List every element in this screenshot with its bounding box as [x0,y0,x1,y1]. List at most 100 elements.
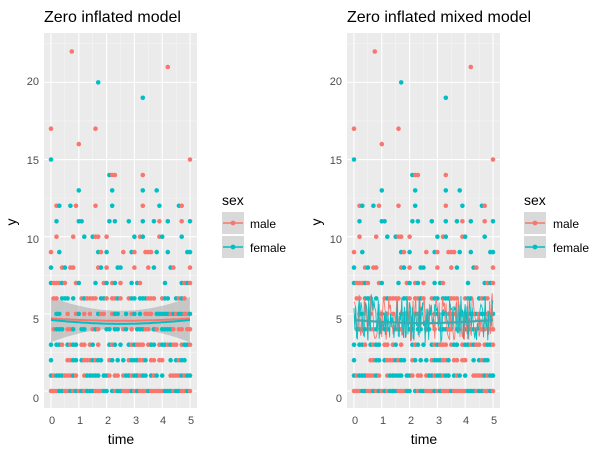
data-point-male [490,280,496,286]
data-point-female [446,357,451,363]
data-point-female [57,249,62,255]
data-point-female [48,357,54,363]
data-point-female [73,342,79,348]
data-point-female [407,388,412,394]
data-point-male [104,234,109,239]
data-point-female [412,357,418,363]
data-point-female [471,357,476,363]
legend-label-female: female [250,241,286,255]
data-point-female [379,280,385,286]
data-point-male [401,249,407,255]
data-point-male [385,342,390,348]
data-point-male [490,388,496,394]
data-point-male [54,296,59,301]
data-point-male [372,49,378,54]
x-tick-label: 2 [105,415,111,427]
data-point-male [179,327,184,332]
data-point-male [70,234,76,239]
data-point-female [418,357,424,363]
data-point-male [95,342,101,348]
data-point-female [107,327,112,332]
y-tick-label: 0 [336,393,342,405]
data-point-female [401,265,407,270]
data-point-female [482,234,488,239]
data-point-male [129,327,134,332]
data-point-female [157,203,162,209]
data-point-male [73,373,79,378]
fit-line-female [353,295,494,344]
data-point-female [123,311,129,317]
data-point-male [421,280,426,286]
data-point-male [140,342,146,348]
data-point-male [154,327,159,332]
data-point-male [73,203,79,209]
data-point-male [443,203,449,209]
data-point-female [132,234,137,239]
data-point-female [187,219,193,224]
data-point-male [104,296,109,301]
data-point-female [410,219,415,224]
data-point-male [365,280,371,286]
data-point-female [379,311,385,317]
data-point-female [151,342,157,348]
data-point-female [57,311,62,317]
x-axis-title: time [108,431,135,447]
data-point-female [490,219,496,224]
data-point-female [371,203,376,209]
data-point-female [132,311,137,317]
data-point-female [407,249,412,255]
fit-lines [353,293,494,344]
data-point-male [362,342,368,348]
data-point-female [490,373,496,378]
data-point-female [154,249,159,255]
data-point-female [382,219,387,224]
data-point-male [112,172,118,178]
data-point-female [462,234,468,239]
data-point-female [376,357,382,363]
fit-line-female [50,319,191,325]
data-point-female [107,219,112,224]
x-axis-title: time [411,431,438,447]
data-point-female [82,234,87,239]
data-point-male [76,141,82,147]
data-point-female [396,280,401,286]
data-point-female [465,280,471,286]
legend: sex male female [524,192,589,258]
data-point-female [351,157,357,162]
data-point-male [151,296,157,301]
data-point-male [490,157,496,162]
data-point-male [93,126,98,131]
data-point-female [70,296,76,301]
data-point-male [373,265,379,270]
data-point-male [82,311,87,317]
data-point-female [187,249,193,255]
data-point-male [48,126,54,131]
data-point-female [112,342,118,348]
data-point-female [123,327,129,332]
fit-line-male [50,317,191,322]
data-point-male [187,388,193,394]
data-point-female [443,219,449,224]
legend-label-female: female [553,241,589,255]
data-point-female [182,357,187,363]
data-point-male [376,373,382,378]
x-tick-label: 5 [491,415,497,427]
data-point-female [143,373,148,378]
data-point-female [373,296,379,301]
y-axis-title: y [308,219,324,226]
data-point-female [485,357,490,363]
data-point-male [424,249,429,255]
y-tick-label: 5 [33,314,39,326]
data-point-female [76,188,82,193]
legend-key-male-point [532,220,538,226]
data-point-female [457,188,463,193]
data-point-male [93,203,98,209]
data-point-female [159,373,165,378]
data-point-male [435,249,440,255]
data-point-female [70,327,76,332]
data-point-female [385,234,390,239]
data-point-female [151,265,157,270]
data-point-female [95,80,101,85]
data-point-male [48,249,54,255]
chart-title: Zero inflated model [44,9,181,26]
